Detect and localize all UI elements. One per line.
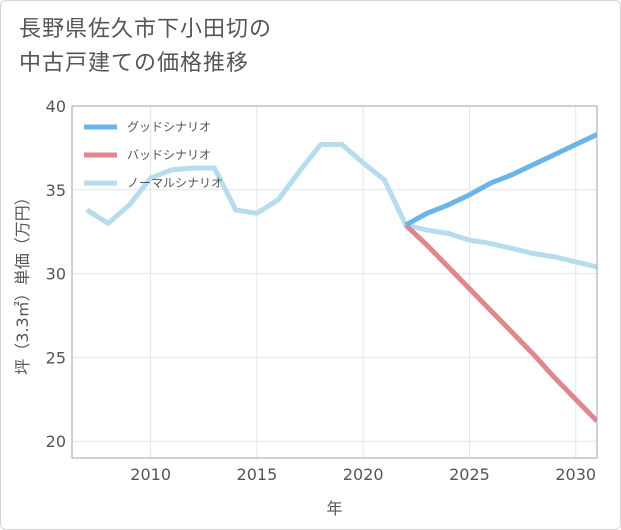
chart-title-line-1: 長野県佐久市下小田切の (19, 17, 273, 42)
y-tick-label: 35 (46, 181, 66, 200)
legend-label: ノーマルシナリオ (127, 176, 223, 190)
chart-title-line-2: 中古戸建ての価格推移 (19, 51, 250, 76)
x-tick-label: 2015 (237, 465, 278, 484)
x-tick-label: 2020 (343, 465, 384, 484)
x-tick-label: 2010 (130, 465, 171, 484)
chart-title: 長野県佐久市下小田切の 中古戸建ての価格推移 (19, 13, 272, 81)
plot-frame (71, 105, 598, 459)
series-line (403, 223, 597, 423)
legend-label: グッドシナリオ (127, 120, 211, 134)
series-line (404, 132, 597, 228)
series-layer (85, 132, 597, 423)
series-line (85, 142, 597, 270)
y-axis-title: 坪（3.3㎡）単価（万円） (13, 189, 32, 374)
x-tick-label: 2025 (449, 465, 490, 484)
y-tick-label: 40 (46, 97, 66, 116)
y-tick-label: 20 (46, 432, 66, 451)
x-tick-label: 2030 (555, 465, 596, 484)
y-tick-label: 25 (46, 348, 66, 367)
y-tick-label: 30 (46, 265, 66, 284)
x-axis-title: 年 (326, 499, 342, 518)
legend-label: バッドシナリオ (127, 148, 211, 162)
